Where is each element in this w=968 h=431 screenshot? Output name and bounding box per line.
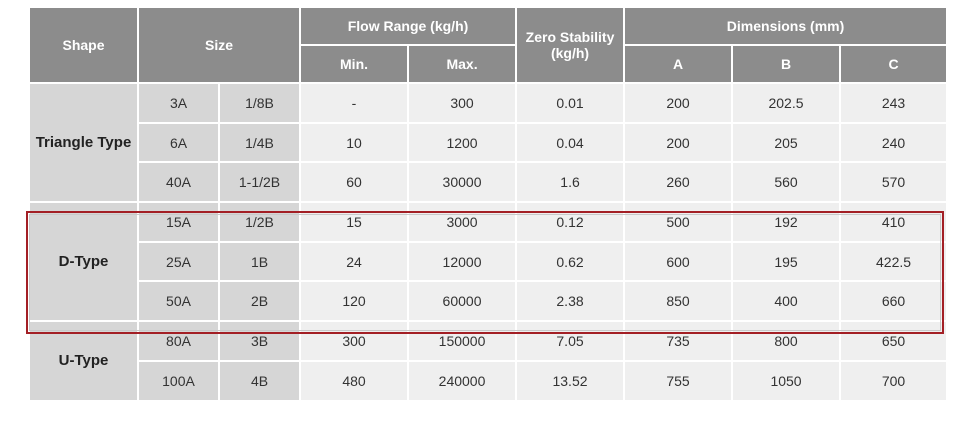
max-cell: 300: [407, 82, 518, 124]
header-dimensions: Dimensions (mm): [623, 6, 949, 46]
size-cell: 80A: [137, 320, 220, 362]
c-cell: 422.5: [839, 240, 949, 283]
a-cell: 850: [623, 280, 734, 323]
size-cell: 1-1/2B: [217, 161, 302, 204]
b-cell: 400: [731, 280, 842, 323]
size-cell: 50A: [137, 280, 220, 323]
header-min: Min.: [299, 44, 410, 84]
header-size: Size: [136, 6, 302, 84]
c-cell: 660: [839, 280, 949, 323]
a-cell: 260: [623, 161, 734, 204]
c-cell: 410: [839, 201, 949, 243]
flow-spec-table: Shape Size Flow Range (kg/h) Zero Stabil…: [28, 6, 949, 402]
min-cell: 10: [299, 121, 410, 164]
zero-cell: 0.62: [515, 240, 626, 283]
c-cell: 240: [839, 121, 949, 164]
size-cell: 25A: [137, 240, 220, 283]
header-zero-stability: Zero Stability (kg/h): [515, 6, 626, 84]
size-cell: 3A: [137, 82, 220, 124]
size-cell: 1/8B: [217, 82, 302, 124]
size-cell: 1/2B: [217, 201, 302, 243]
zero-cell: 1.6: [515, 161, 626, 204]
max-cell: 150000: [407, 320, 518, 362]
table-body: Triangle Type 3A 1/8B -300 0.01 200 202.5 243 6A…: [28, 81, 949, 402]
shape-cell: U-Type: [28, 320, 139, 402]
b-cell: 1050: [731, 359, 842, 402]
min-cell: 120: [299, 280, 410, 323]
size-cell: 15A: [137, 201, 220, 243]
header-dim-b: B: [731, 44, 842, 84]
a-cell: 200: [623, 121, 734, 164]
a-cell: 755: [623, 359, 734, 402]
size-cell: 100A: [137, 359, 220, 402]
zero-cell: 0.04: [515, 121, 626, 164]
max-cell: 60000: [407, 280, 518, 323]
min-cell: 60: [299, 161, 410, 204]
zero-cell: 2.38: [515, 280, 626, 323]
zero-cell: 13.52: [515, 359, 626, 402]
max-cell: 30000: [407, 161, 518, 204]
shape-cell: Triangle Type: [28, 81, 139, 204]
max-cell: 1200: [407, 121, 518, 164]
b-cell: 560: [731, 161, 842, 204]
header-max: Max.: [407, 44, 518, 84]
b-cell: 192: [731, 201, 842, 243]
a-cell: 500: [623, 201, 734, 243]
a-cell: 735: [623, 320, 734, 362]
min-cell: 15: [299, 201, 410, 243]
max-cell: 3000: [407, 201, 518, 243]
size-cell: 3B: [217, 320, 302, 362]
header-zero-stability-line1: Zero Stability: [525, 29, 615, 45]
min-cell: 300: [299, 320, 410, 362]
header-dim-a: A: [623, 44, 734, 84]
b-cell: 195: [731, 240, 842, 283]
a-cell: 200: [623, 82, 734, 124]
b-cell: 800: [731, 320, 842, 362]
header-zero-stability-line2: (kg/h): [550, 45, 590, 61]
size-cell: 2B: [217, 280, 302, 323]
b-cell: 205: [731, 121, 842, 164]
table-header: Shape Size Flow Range (kg/h) Zero Stabil…: [28, 6, 949, 84]
table-row: 25A 1B 24 12000 0.62 600 195 422.5: [29, 240, 949, 283]
header-dim-c: C: [839, 44, 949, 84]
b-cell: 202.5: [731, 82, 842, 124]
max-cell: 12000: [407, 240, 518, 283]
min-cell: 480: [299, 359, 410, 402]
c-cell: 243: [839, 82, 949, 124]
shape-cell: D-Type: [28, 201, 139, 323]
size-cell: 6A: [137, 121, 220, 164]
zero-cell: 0.12: [515, 201, 626, 243]
table-row: 6A 1/4B 10 1200 0.04 200 205 240: [29, 121, 949, 164]
c-cell: 700: [839, 359, 949, 402]
table-row: 100A 4B 480 240000 13.52 755 1050 700: [29, 359, 949, 402]
size-cell: 40A: [137, 161, 220, 204]
zero-cell: 0.01: [515, 82, 626, 124]
size-cell: 4B: [217, 359, 302, 402]
size-cell: 1B: [217, 240, 302, 283]
table-row: 50A 2B 120 60000 2.38 850 400 660: [29, 280, 949, 323]
a-cell: 600: [623, 240, 734, 283]
max-cell: 240000: [407, 359, 518, 402]
table-row: D-Type 15A 1/2B 15 3000 0.12 500 192 410: [28, 201, 949, 323]
min-cell: -: [299, 82, 410, 124]
zero-cell: 7.05: [515, 320, 626, 362]
table-row: Triangle Type 3A 1/8B -300 0.01 200 202.5 243: [28, 81, 949, 204]
c-cell: 650: [839, 320, 949, 362]
table-row: U-Type 80A 3B 300 150000 7.05 735 800 650: [28, 320, 949, 402]
c-cell: 570: [839, 161, 949, 204]
min-cell: 24: [299, 240, 410, 283]
table-row: 40A 1-1/2B 60 30000 1.6 260 560 570: [29, 161, 949, 204]
header-shape: Shape: [28, 6, 139, 84]
size-cell: 1/4B: [217, 121, 302, 164]
header-flow-range: Flow Range (kg/h): [299, 6, 518, 46]
